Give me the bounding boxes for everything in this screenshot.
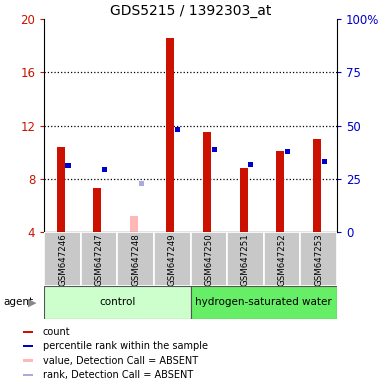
Bar bbox=[264, 232, 300, 286]
Bar bbox=[117, 232, 154, 286]
Text: value, Detection Call = ABSENT: value, Detection Call = ABSENT bbox=[43, 356, 198, 366]
Bar bbox=[175, 127, 180, 132]
Bar bbox=[285, 149, 290, 154]
Bar bbox=[321, 159, 326, 164]
Text: GSM647246: GSM647246 bbox=[58, 233, 67, 286]
Text: GSM647250: GSM647250 bbox=[204, 233, 213, 286]
Bar bbox=[93, 188, 101, 232]
Bar bbox=[130, 216, 138, 232]
Bar bbox=[166, 38, 174, 232]
Bar bbox=[139, 181, 144, 186]
Bar bbox=[23, 359, 33, 362]
Bar bbox=[65, 162, 70, 167]
Bar bbox=[300, 232, 337, 286]
Text: GSM647247: GSM647247 bbox=[95, 233, 104, 286]
Bar bbox=[154, 232, 191, 286]
Bar bbox=[203, 132, 211, 232]
Bar bbox=[276, 151, 284, 232]
Bar bbox=[227, 232, 264, 286]
Text: hydrogen-saturated water: hydrogen-saturated water bbox=[195, 297, 332, 308]
Text: count: count bbox=[43, 327, 70, 337]
Bar bbox=[57, 147, 65, 232]
Text: GSM647249: GSM647249 bbox=[168, 233, 177, 286]
Bar bbox=[191, 232, 227, 286]
Text: rank, Detection Call = ABSENT: rank, Detection Call = ABSENT bbox=[43, 370, 193, 380]
Bar bbox=[191, 286, 337, 319]
Text: agent: agent bbox=[4, 297, 34, 307]
Bar bbox=[23, 345, 33, 347]
Text: GSM647253: GSM647253 bbox=[314, 233, 323, 286]
Bar bbox=[248, 162, 253, 167]
Bar bbox=[239, 169, 248, 232]
Text: GSM647248: GSM647248 bbox=[131, 233, 140, 286]
Text: ▶: ▶ bbox=[28, 297, 37, 307]
Title: GDS5215 / 1392303_at: GDS5215 / 1392303_at bbox=[110, 4, 271, 18]
Bar bbox=[81, 232, 117, 286]
Bar bbox=[44, 286, 191, 319]
Text: GSM647251: GSM647251 bbox=[241, 233, 250, 286]
Text: control: control bbox=[99, 297, 136, 308]
Bar bbox=[212, 147, 217, 152]
Bar bbox=[102, 167, 107, 172]
Bar bbox=[23, 374, 33, 376]
Bar bbox=[44, 232, 81, 286]
Bar bbox=[313, 139, 321, 232]
Bar bbox=[23, 331, 33, 333]
Text: GSM647252: GSM647252 bbox=[278, 233, 286, 286]
Text: percentile rank within the sample: percentile rank within the sample bbox=[43, 341, 208, 351]
